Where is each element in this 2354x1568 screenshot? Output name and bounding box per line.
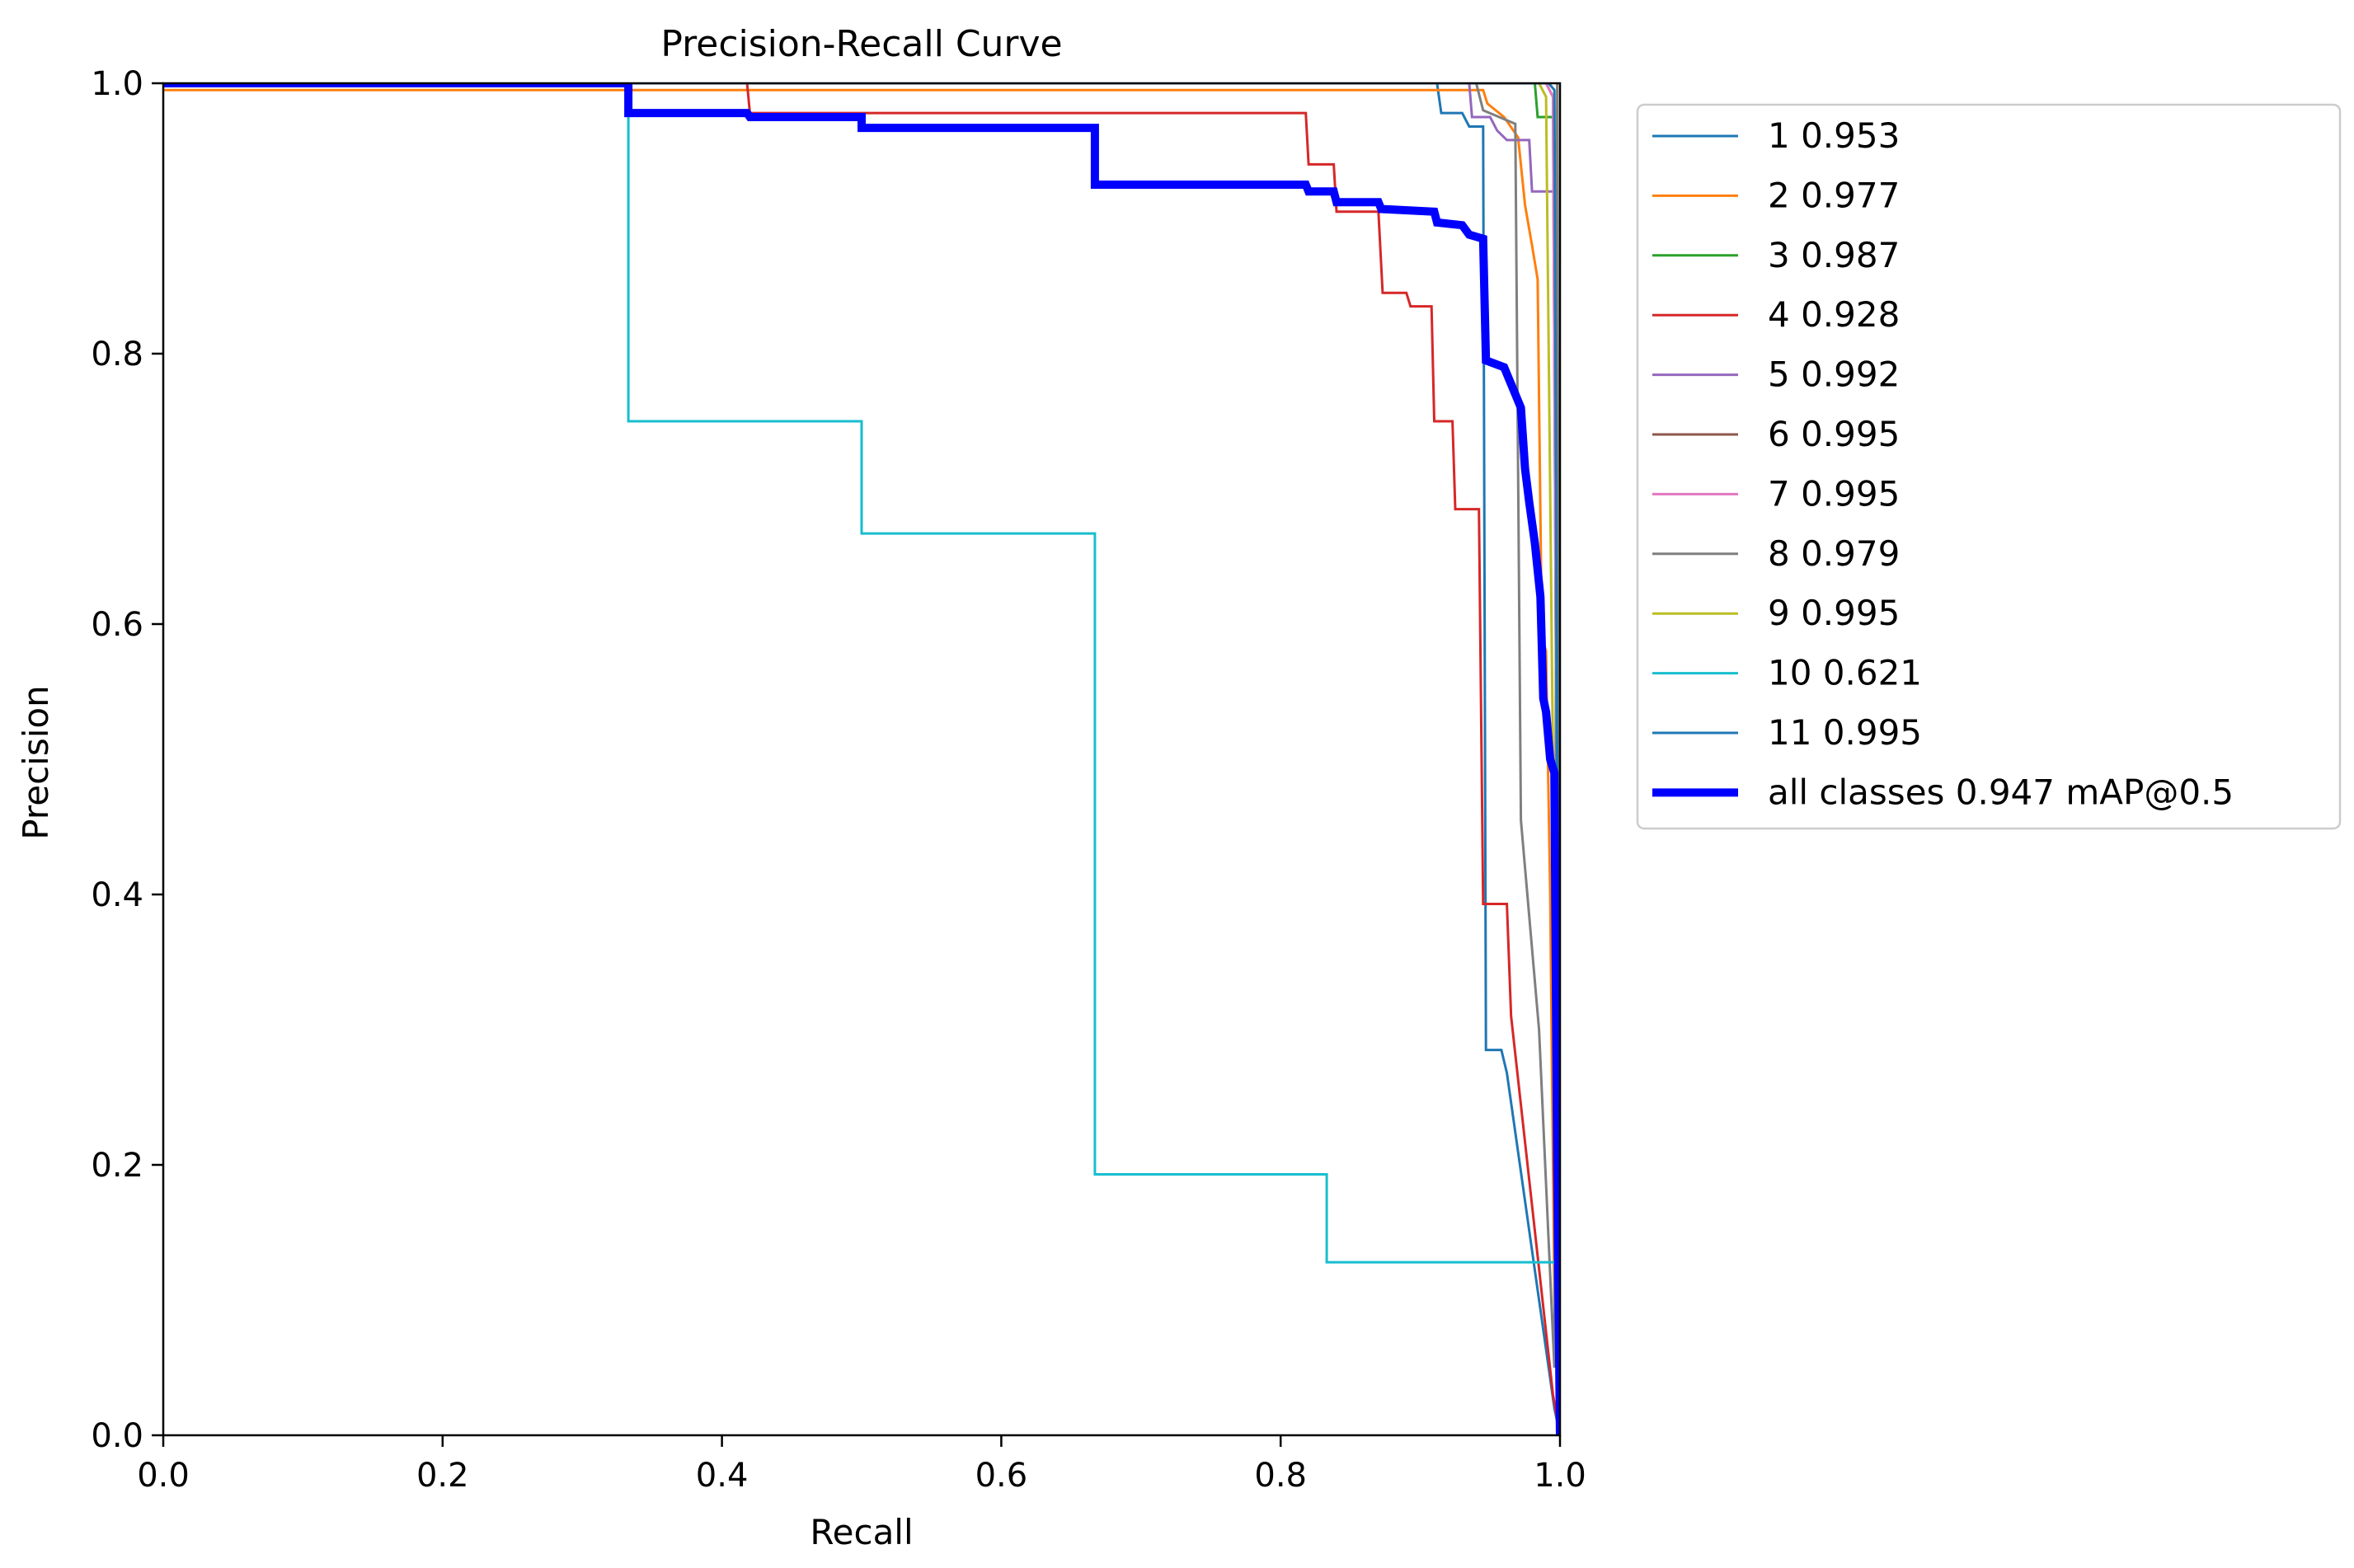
series-line-12 <box>163 83 1560 1435</box>
y-tick-label: 0.8 <box>91 336 143 373</box>
y-tick-label: 0.6 <box>91 606 143 644</box>
x-tick-label: 0.4 <box>696 1457 749 1495</box>
legend-label-8: 8 0.979 <box>1768 533 1900 574</box>
y-axis-ticks: 0.0 0.2 0.4 0.6 0.8 1.0 <box>91 65 163 1455</box>
x-tick-label: 0.6 <box>975 1457 1028 1495</box>
series-line-2 <box>163 88 1560 1435</box>
legend-label-3: 3 0.987 <box>1768 235 1900 275</box>
legend: 1 0.953 2 0.977 3 0.987 4 0.928 5 0.992 6 0.9… <box>1636 103 2342 830</box>
legend-label-6: 6 0.995 <box>1768 414 1900 454</box>
y-tick-label: 0.2 <box>91 1147 143 1185</box>
series-line-5 <box>163 83 1560 1435</box>
y-tick-label: 0.4 <box>91 876 143 914</box>
x-axis-label: Recall <box>810 1512 913 1552</box>
legend-label-7: 7 0.995 <box>1768 473 1900 514</box>
legend-label-2: 2 0.977 <box>1768 175 1900 215</box>
legend-label-11: 11 0.995 <box>1768 712 1922 753</box>
legend-frame <box>1636 103 2342 830</box>
legend-label-1: 1 0.953 <box>1768 115 1900 156</box>
series-line-11 <box>163 83 1560 1435</box>
x-tick-label: 1.0 <box>1534 1457 1586 1495</box>
legend-label-12: all classes 0.947 mAP@0.5 <box>1768 772 2234 812</box>
series-line-4 <box>163 83 1560 1435</box>
x-axis-ticks: 0.0 0.2 0.4 0.6 0.8 1.0 <box>137 1435 1586 1495</box>
x-tick-label: 0.2 <box>416 1457 469 1495</box>
plot-frame <box>162 82 1562 1437</box>
y-axis-label: Precision <box>16 685 56 839</box>
series-line-10 <box>163 83 1560 1435</box>
x-tick-label: 0.8 <box>1254 1457 1307 1495</box>
legend-label-4: 4 0.928 <box>1768 294 1900 335</box>
legend-label-9: 9 0.995 <box>1768 593 1900 633</box>
chart-title: Precision-Recall Curve <box>660 23 1062 65</box>
y-tick-label: 0.0 <box>91 1417 143 1455</box>
x-tick-label: 0.0 <box>137 1457 190 1495</box>
series-line-1 <box>163 83 1560 1435</box>
legend-label-10: 10 0.621 <box>1768 653 1922 693</box>
series-layer <box>163 83 1560 1435</box>
y-tick-label: 1.0 <box>91 65 143 103</box>
legend-label-5: 5 0.992 <box>1768 354 1900 395</box>
